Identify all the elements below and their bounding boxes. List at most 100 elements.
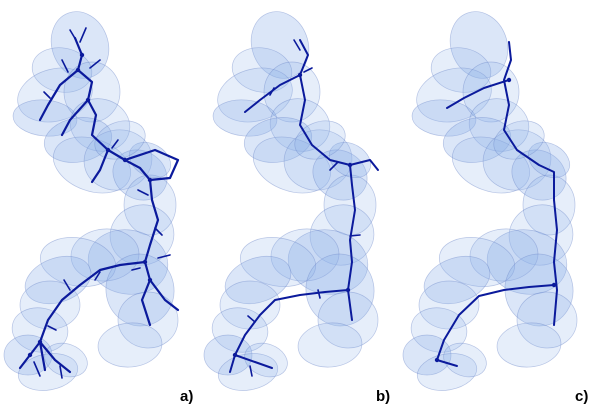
skeleton-branch	[436, 284, 555, 361]
volume-blobs	[203, 11, 379, 391]
volume-segment	[511, 149, 567, 201]
volume-segment	[243, 117, 313, 163]
volume-segment	[402, 334, 452, 376]
volume-segment	[516, 291, 578, 349]
skeleton-spur	[69, 29, 77, 41]
volume-segment	[418, 280, 480, 330]
volume-segment	[44, 342, 88, 378]
volume-segment	[231, 47, 293, 93]
volume-segment	[253, 136, 331, 194]
volume-segment	[217, 67, 293, 123]
volume-segment	[442, 117, 512, 163]
volume-segment	[87, 229, 169, 295]
volume-segment	[449, 11, 509, 79]
volume-segment	[410, 307, 468, 353]
volume-blobs	[402, 11, 578, 391]
volume-segment	[105, 253, 175, 327]
volume-segment	[63, 61, 121, 123]
skeleton-graph	[18, 27, 180, 379]
panel-label-a: a)	[180, 388, 194, 405]
volume-segment	[443, 342, 487, 378]
skeleton-junction	[347, 162, 353, 168]
skeleton-spur	[33, 361, 41, 377]
skeleton-spur	[349, 234, 361, 237]
skeleton-junction	[37, 339, 43, 345]
volume-segment	[270, 228, 340, 282]
panel-label-b: b)	[376, 388, 391, 405]
volume-segment	[17, 353, 79, 391]
volume-segment	[212, 99, 278, 137]
skeleton-spur	[94, 271, 101, 281]
skeleton-branch	[446, 79, 510, 109]
skeleton-spur	[269, 87, 275, 96]
volume-segment	[411, 99, 477, 137]
skeleton-branch	[28, 260, 147, 357]
skeleton-branch	[234, 289, 349, 356]
skeleton-spur	[303, 67, 313, 73]
volume-segment	[31, 47, 93, 93]
volume-segment	[430, 47, 492, 93]
volume-segment	[283, 129, 353, 191]
volume-with-skeleton-a	[3, 11, 180, 391]
volume-segment	[469, 228, 539, 282]
volume-segment	[12, 99, 78, 137]
skeleton-spur	[63, 279, 71, 291]
volume-segment	[496, 322, 562, 368]
panel-c: c)	[399, 0, 599, 409]
skeleton-junction	[122, 157, 128, 163]
skeleton-branch	[229, 354, 273, 373]
volume-segment	[244, 342, 288, 378]
skeleton-junction	[147, 177, 153, 183]
skeleton-spur	[317, 289, 321, 299]
skeleton-graph	[229, 39, 379, 377]
skeleton-spur	[247, 315, 256, 323]
volume-segment	[263, 61, 321, 123]
volume-segment	[309, 204, 375, 266]
skeleton-branch	[90, 148, 110, 184]
skeleton-spur	[329, 161, 339, 171]
skeleton-spur	[131, 267, 141, 271]
skeleton-junction	[27, 352, 33, 358]
skeleton-junction	[85, 97, 91, 103]
volume-with-skeleton-c	[402, 11, 578, 391]
volume-segment	[297, 322, 363, 368]
volume-segment	[250, 11, 310, 79]
volume-segment	[112, 149, 168, 201]
volume-segment	[39, 237, 117, 287]
volume-segment	[416, 353, 478, 391]
volume-segment	[43, 117, 113, 163]
volume-segment	[423, 255, 491, 305]
skeleton-junction	[232, 352, 238, 358]
skeleton-junction	[434, 357, 440, 363]
volume-segment	[486, 229, 568, 295]
volume-segment	[11, 307, 69, 353]
skeleton-junction	[79, 52, 85, 58]
volume-segment	[438, 237, 516, 287]
volume-segment	[287, 229, 369, 295]
volume-with-skeleton-b	[203, 11, 379, 391]
panel-b: b)	[200, 0, 400, 409]
skeleton-spur	[47, 325, 57, 331]
panel-label-c: c)	[575, 388, 589, 405]
skeleton-branch	[503, 41, 558, 326]
volume-segment	[482, 129, 552, 191]
volume-segment	[19, 280, 81, 330]
skeleton-branch	[436, 359, 458, 367]
skeleton-branch	[148, 278, 180, 312]
volume-segment	[452, 136, 530, 194]
skeleton-junction	[506, 77, 512, 83]
skeleton-junction	[345, 287, 351, 293]
volume-segment	[239, 237, 317, 287]
skeleton-spur	[61, 59, 69, 73]
skeleton-branch	[349, 159, 379, 171]
skeleton-junction	[105, 147, 111, 153]
skeleton-graph	[434, 41, 558, 367]
volume-segment	[468, 98, 530, 152]
volume-segment	[50, 11, 110, 79]
skeleton-spur	[293, 39, 301, 51]
skeleton-junction	[147, 277, 153, 283]
volume-segment	[522, 174, 576, 236]
panel-a: a)	[0, 0, 200, 409]
skeleton-branch	[73, 36, 160, 327]
